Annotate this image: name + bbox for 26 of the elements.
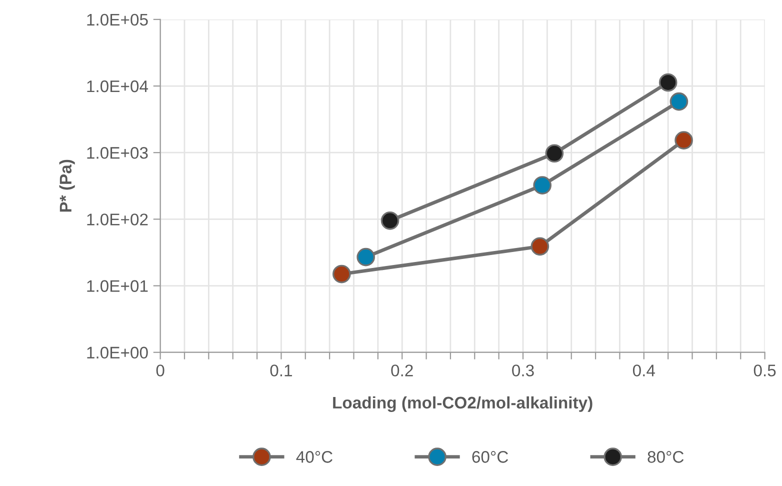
point <box>658 73 678 92</box>
y-tick-label: 1.0E+05 <box>87 14 148 26</box>
point <box>356 248 376 266</box>
y-axis-title: P* (Pa) <box>59 160 75 212</box>
x-axis-title: Loading (mol-CO2/mol-alkalinity) <box>333 396 592 412</box>
legend-label: 40°C <box>296 451 332 463</box>
point <box>332 264 351 284</box>
x-tick-label: 0.4 <box>632 364 655 376</box>
point <box>674 131 693 150</box>
x-tick-label: 0.3 <box>512 364 534 376</box>
point <box>545 144 564 163</box>
x-tick-label: 0 <box>156 364 164 376</box>
y-tick-label: 1.0E+04 <box>87 80 148 92</box>
x-tick-label: 0.2 <box>391 364 413 376</box>
y-tick-label: 1.0E+02 <box>87 214 148 226</box>
y-tick-label: 1.0E+03 <box>87 147 148 159</box>
y-tick-label: 1.0E+01 <box>87 280 148 292</box>
x-tick-label: 0.1 <box>270 364 292 376</box>
y-tick-label: 1.0E+00 <box>87 346 148 359</box>
x-tick-label: 0.5 <box>754 364 776 376</box>
point <box>670 92 688 111</box>
legend-label: 80°C <box>648 451 684 463</box>
point <box>380 212 400 230</box>
point <box>533 176 552 194</box>
point <box>530 237 550 256</box>
legend-label: 60°C <box>472 451 508 463</box>
